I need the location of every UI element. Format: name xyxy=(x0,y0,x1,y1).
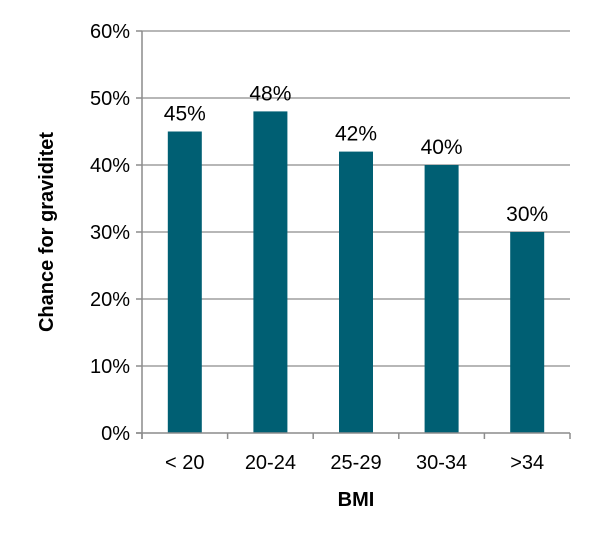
data-label: 45% xyxy=(164,103,206,126)
bar xyxy=(253,111,288,434)
axes xyxy=(136,30,571,439)
x-tick-label: 30-34 xyxy=(416,452,467,474)
bar xyxy=(339,151,373,433)
x-tick-label: < 20 xyxy=(165,452,204,474)
data-label: 48% xyxy=(249,82,291,105)
x-tick-label: 25-29 xyxy=(330,452,381,474)
bar xyxy=(424,165,459,433)
y-axis-title: Chance for graviditet xyxy=(36,132,58,332)
bar xyxy=(167,131,202,433)
y-tick-label: 10% xyxy=(90,356,130,378)
data-label: 40% xyxy=(421,136,463,159)
data-label: 42% xyxy=(335,123,377,146)
x-tick-label: >34 xyxy=(510,452,544,474)
labels: 0% 10% 20% 30% 40% 50% 60% < 20 20-24 25-29 30-34 >… xyxy=(90,21,548,474)
bars xyxy=(167,111,545,434)
y-tick-label: 20% xyxy=(90,289,130,311)
y-tick-label: 40% xyxy=(90,155,130,177)
x-axis-title: BMI xyxy=(338,489,375,511)
bar xyxy=(510,232,545,433)
data-label: 30% xyxy=(506,203,548,226)
y-tick-label: 60% xyxy=(90,21,130,43)
y-tick-label: 30% xyxy=(90,222,130,244)
y-tick-label: 0% xyxy=(101,423,130,445)
x-tick-label: 20-24 xyxy=(245,452,296,474)
y-tick-label: 50% xyxy=(90,88,130,110)
